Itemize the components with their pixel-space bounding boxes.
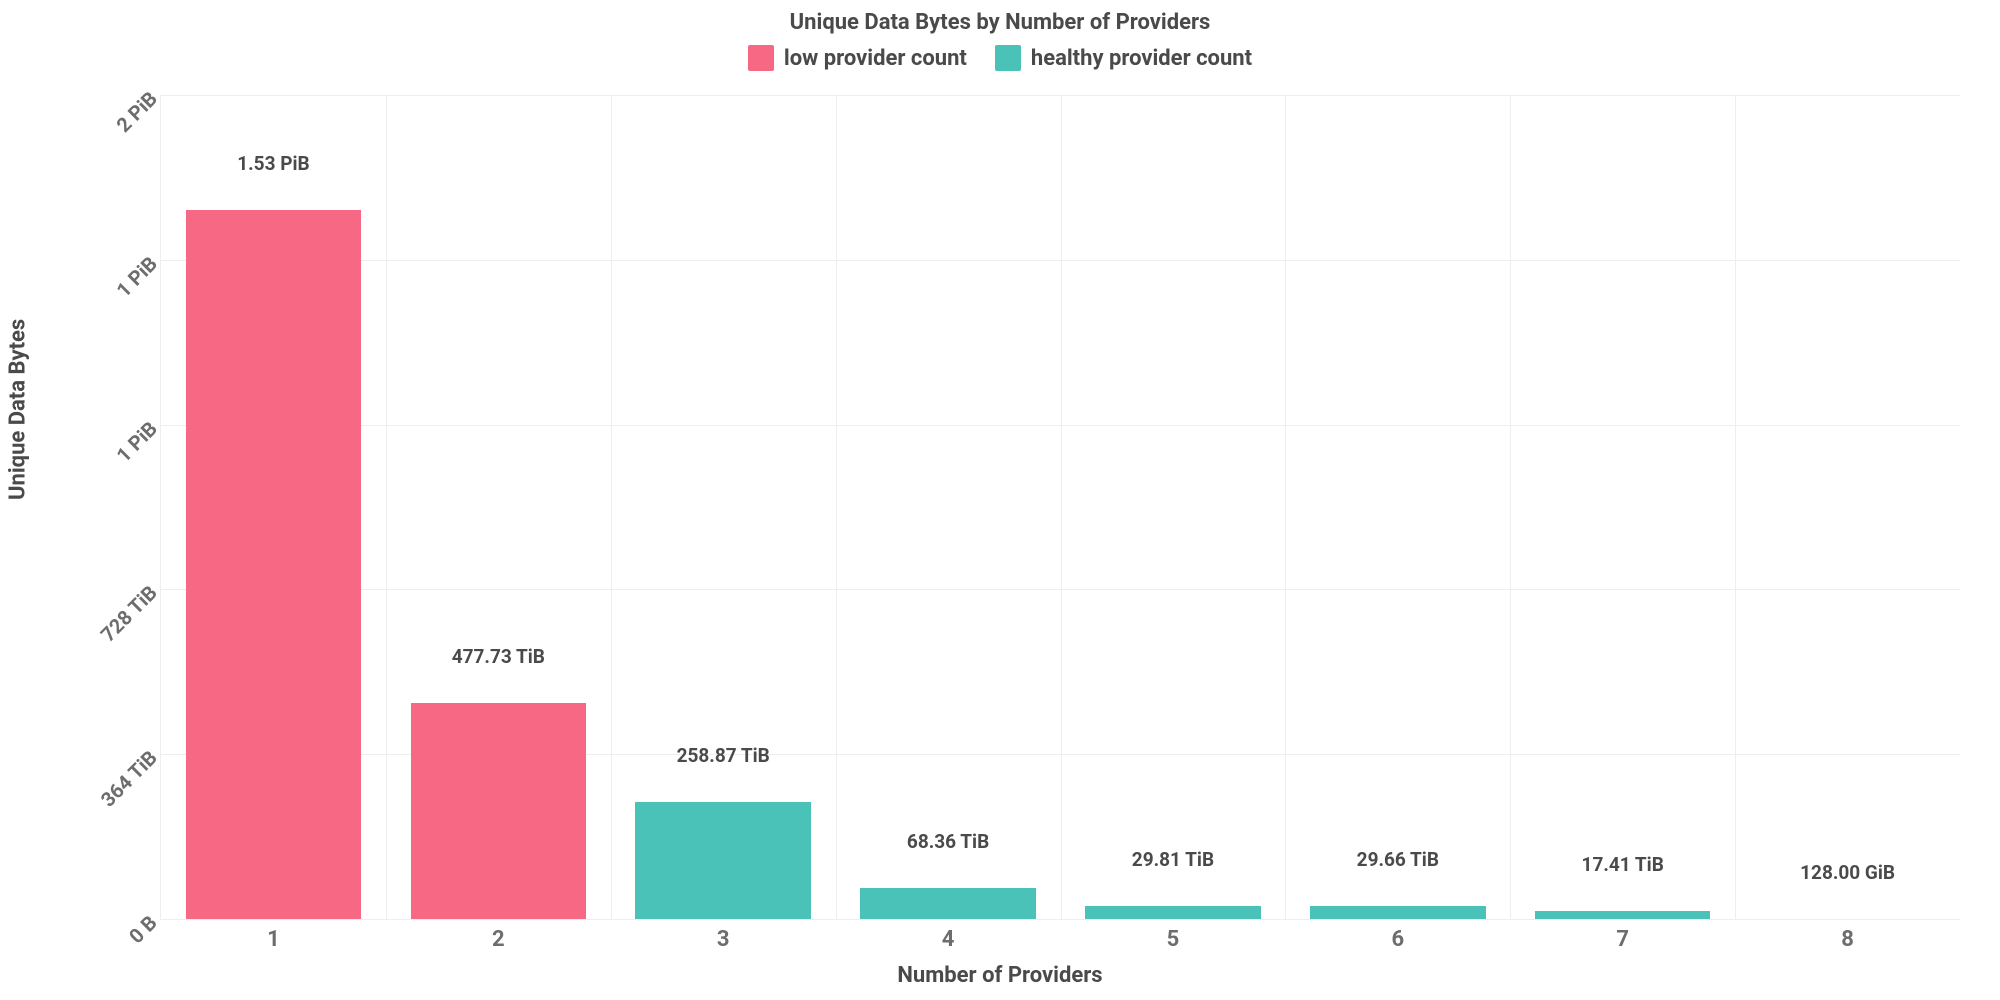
y-tick-label: 2 PiB (111, 87, 161, 137)
y-tick-label: 1 PiB (111, 251, 161, 301)
y-tick-label: 728 TiB (95, 581, 161, 647)
y-tick-label: 0 B (124, 911, 162, 949)
gridline-vertical (611, 95, 612, 919)
x-tick-label: 1 (267, 927, 280, 952)
bar (411, 703, 586, 919)
gridline-horizontal (161, 260, 1960, 261)
bar (1535, 911, 1710, 919)
bar-value-label: 477.73 TiB (452, 645, 545, 674)
y-axis-title: Unique Data Bytes (6, 319, 31, 500)
gridline-horizontal (161, 589, 1960, 590)
x-tick-label: 5 (1167, 927, 1180, 952)
gridline-vertical (836, 95, 837, 919)
gridline-vertical (1735, 95, 1736, 919)
legend-item-healthy: healthy provider count (995, 45, 1252, 71)
x-axis-title: Number of Providers (0, 963, 2000, 988)
x-tick-label: 8 (1841, 927, 1854, 952)
gridline-horizontal (161, 95, 1960, 96)
chart-container: Unique Data Bytes by Number of Providers… (0, 0, 2000, 1000)
y-tick-label: 364 TiB (95, 746, 161, 812)
legend-swatch-low (748, 45, 774, 71)
gridline-vertical (1061, 95, 1062, 919)
bar-value-label: 1.53 PiB (237, 152, 309, 181)
y-tick-label: 1 PiB (111, 416, 161, 466)
bar-value-label: 29.81 TiB (1132, 848, 1214, 877)
x-tick-label: 4 (942, 927, 955, 952)
x-tick-label: 2 (492, 927, 505, 952)
bar-value-label: 68.36 TiB (907, 830, 989, 859)
bar-value-label: 128.00 GiB (1800, 861, 1895, 890)
bar (860, 888, 1035, 919)
gridline-vertical (1510, 95, 1511, 919)
legend-item-low: low provider count (748, 45, 967, 71)
gridline-vertical (386, 95, 387, 919)
x-tick-label: 6 (1392, 927, 1405, 952)
bar (1085, 906, 1260, 919)
chart-legend: low provider count healthy provider coun… (0, 45, 2000, 71)
bar (635, 802, 810, 919)
legend-label-low: low provider count (784, 46, 967, 71)
bar-value-label: 17.41 TiB (1582, 853, 1664, 882)
plot-area: 0 B364 TiB728 TiB1 PiB1 PiB2 PiB1.53 PiB… (160, 95, 1960, 920)
legend-swatch-healthy (995, 45, 1021, 71)
gridline-horizontal (161, 425, 1960, 426)
x-tick-label: 3 (717, 927, 730, 952)
x-tick-label: 7 (1616, 927, 1629, 952)
bar-value-label: 258.87 TiB (677, 744, 770, 773)
bar (1310, 906, 1485, 919)
bar (186, 210, 361, 919)
chart-title: Unique Data Bytes by Number of Providers (0, 10, 2000, 35)
bar-value-label: 29.66 TiB (1357, 848, 1439, 877)
legend-label-healthy: healthy provider count (1031, 46, 1252, 71)
gridline-vertical (1285, 95, 1286, 919)
